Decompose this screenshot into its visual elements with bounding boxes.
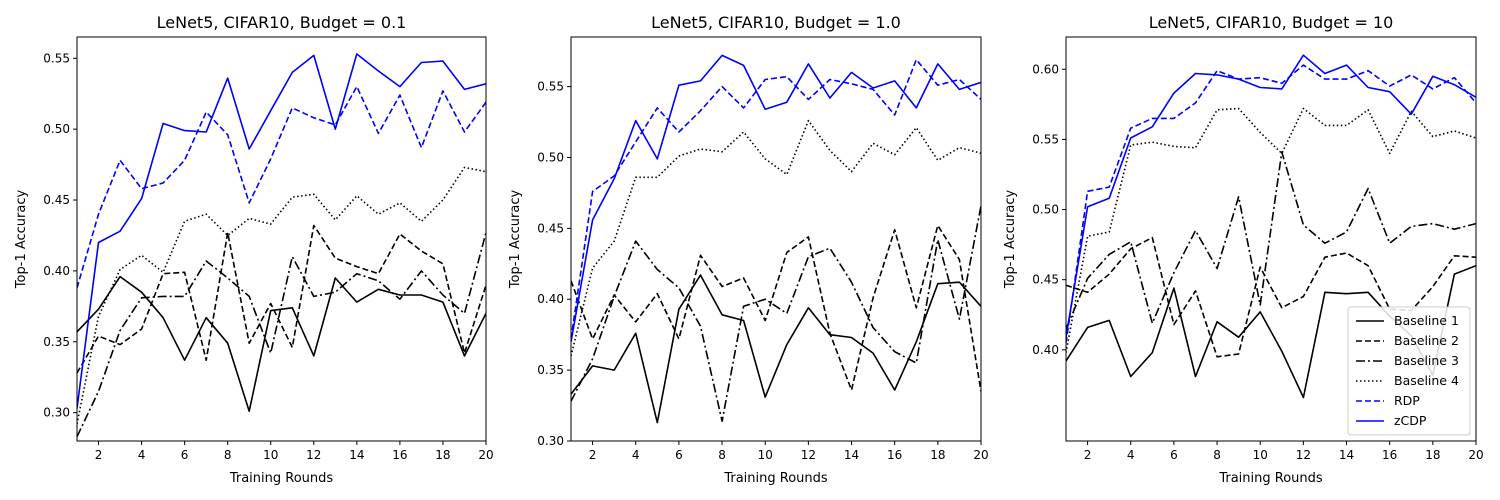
y-axis-label: Top-1 Accuracy	[14, 190, 29, 290]
x-tick-label: 16	[887, 448, 902, 462]
subplot-budget-1-0: LeNet5, CIFAR10, Budget = 1.0 2 4 6 8 10 12 14 1…	[508, 13, 989, 486]
chart-title: LeNet5, CIFAR10, Budget = 10	[1149, 13, 1394, 32]
x-tick-label: 12	[1296, 448, 1311, 462]
y-axis-label: Top-1 Accuracy	[1003, 190, 1018, 290]
x-tick-label: 18	[930, 448, 945, 462]
y-tick-label: 0.60	[1032, 62, 1059, 76]
series-line-baseline-1	[77, 275, 486, 413]
series-line-zcdp	[77, 53, 486, 409]
series-line-baseline-3	[571, 205, 981, 423]
x-tick-label: 2	[95, 448, 103, 462]
series-line-rdp	[77, 85, 486, 289]
y-tick-label: 0.35	[43, 335, 70, 349]
y-tick-label: 0.30	[43, 406, 70, 420]
y-tick-label: 0.40	[43, 264, 70, 278]
plot-frame	[1065, 36, 1477, 442]
y-tick-label: 0.45	[1032, 273, 1059, 287]
y-tick-label: 0.45	[537, 221, 564, 235]
x-tick-label: 4	[1127, 448, 1135, 462]
plot-frame	[76, 36, 487, 442]
y-tick-label: 0.30	[537, 434, 564, 448]
x-tick-label: 2	[1084, 448, 1092, 462]
subplot-budget-10: LeNet5, CIFAR10, Budget = 10 2 4 6 8 10 12 14 16…	[1003, 13, 1484, 486]
x-tick-label: 14	[349, 448, 364, 462]
x-tick-label: 16	[392, 448, 407, 462]
series-line-rdp	[1066, 64, 1476, 343]
y-tick-label: 0.55	[537, 80, 564, 94]
series-group	[77, 53, 486, 438]
x-tick-label: 8	[1213, 448, 1221, 462]
x-tick-label: 20	[1468, 448, 1483, 462]
series-line-baseline-4	[571, 119, 981, 357]
x-tick-label: 18	[435, 448, 450, 462]
y-tick-label: 0.35	[537, 363, 564, 377]
x-tick-label: 12	[306, 448, 321, 462]
x-tick-label: 2	[589, 448, 597, 462]
y-tick-label: 0.55	[1032, 132, 1059, 146]
y-tick-label: 0.50	[537, 150, 564, 164]
x-tick-label: 8	[718, 448, 726, 462]
plot-frame	[570, 36, 982, 442]
x-tick-label: 18	[1425, 448, 1440, 462]
series-line-baseline-2	[77, 224, 486, 374]
y-tick-label: 0.50	[1032, 203, 1059, 217]
x-tick-label: 10	[263, 448, 278, 462]
y-tick-label: 0.45	[43, 193, 70, 207]
x-tick-label: 10	[758, 448, 773, 462]
x-tick-label: 6	[181, 448, 189, 462]
y-tick-label: 0.50	[43, 122, 70, 136]
x-tick-label: 4	[138, 448, 146, 462]
series-line-baseline-2	[571, 224, 981, 392]
x-tick-label: 20	[478, 448, 493, 462]
chart-title: LeNet5, CIFAR10, Budget = 0.1	[157, 13, 407, 32]
x-axis-label: Training Rounds	[723, 471, 828, 486]
y-axis-label: Top-1 Accuracy	[508, 190, 523, 290]
subplot-budget-0-1: LeNet5, CIFAR10, Budget = 0.1 2 4 6 8 10 12 14 1…	[14, 13, 494, 486]
x-tick-label: 14	[1339, 448, 1354, 462]
series-group	[571, 54, 981, 424]
legend-label: Baseline 4	[1394, 373, 1459, 388]
legend-label: Baseline 1	[1394, 313, 1459, 328]
x-tick-label: 6	[1170, 448, 1178, 462]
series-line-baseline-2	[1066, 236, 1476, 358]
x-tick-label: 6	[675, 448, 683, 462]
series-line-rdp	[571, 58, 981, 340]
series-line-baseline-1	[571, 274, 981, 424]
legend: Baseline 1 Baseline 2 Baseline 3 Baseline 4…	[1347, 306, 1471, 436]
chart-title: LeNet5, CIFAR10, Budget = 1.0	[651, 13, 901, 32]
series-line-zcdp	[571, 54, 981, 342]
series-line-baseline-3	[1066, 151, 1476, 330]
y-tick-label: 0.40	[537, 292, 564, 306]
x-tick-label: 8	[224, 448, 232, 462]
legend-box	[1347, 306, 1471, 436]
x-tick-label: 12	[801, 448, 816, 462]
series-line-baseline-4	[1066, 107, 1476, 353]
x-tick-label: 14	[844, 448, 859, 462]
y-tick-label: 0.55	[43, 51, 70, 65]
legend-label: RDP	[1394, 393, 1420, 408]
legend-label: Baseline 2	[1394, 333, 1459, 348]
x-tick-label: 20	[973, 448, 988, 462]
series-line-baseline-3	[77, 232, 486, 438]
x-tick-label: 16	[1382, 448, 1397, 462]
x-tick-label: 4	[632, 448, 640, 462]
legend-label: Baseline 3	[1394, 353, 1459, 368]
legend-label: zCDP	[1394, 413, 1427, 428]
y-tick-label: 0.40	[1032, 343, 1059, 357]
series-line-zcdp	[1066, 54, 1476, 338]
x-tick-label: 10	[1253, 448, 1268, 462]
x-axis-label: Training Rounds	[229, 471, 334, 486]
x-axis-label: Training Rounds	[1218, 471, 1323, 486]
